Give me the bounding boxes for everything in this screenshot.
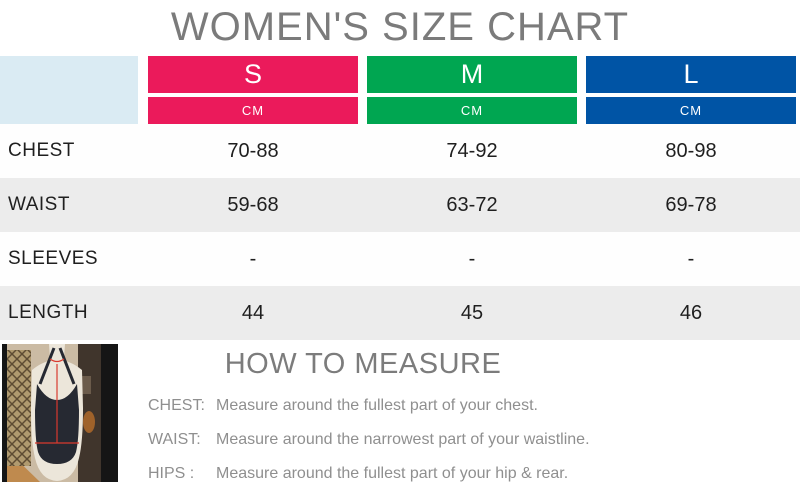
cell-value: -: [468, 247, 476, 270]
cell-value: 74-92: [446, 139, 498, 162]
unit-header-m: CM: [367, 97, 577, 124]
cell-value: 46: [679, 301, 703, 324]
table-row-waist: WAIST 59-68 63-72 69-78: [0, 178, 800, 232]
measure-label: HIPS :: [148, 465, 195, 482]
size-table: S CM M CM L CM CHEST 70-88 74-92 80-98 W…: [0, 56, 800, 340]
corner-cell: [0, 56, 138, 124]
measure-label: CHEST:: [148, 397, 205, 414]
measure-list: CHEST: Measure around the fullest part of…: [148, 389, 800, 482]
column-header-m: M CM: [367, 56, 577, 124]
row-label: SLEEVES: [8, 248, 99, 269]
size-header-m: M: [367, 56, 577, 93]
mannequin-measurement-photo: [2, 344, 118, 482]
cell-value: 59-68: [227, 193, 279, 216]
row-label: CHEST: [8, 140, 75, 161]
size-header-s: S: [148, 56, 358, 93]
measure-instructions: HOW TO MEASURE CHEST: Measure around the …: [118, 344, 800, 482]
size-header-l: L: [586, 56, 796, 93]
column-header-s: S CM: [148, 56, 358, 124]
measure-item-chest: CHEST: Measure around the fullest part of…: [148, 389, 800, 423]
column-header-l: L CM: [586, 56, 796, 124]
row-label: LENGTH: [8, 302, 89, 323]
table-row-chest: CHEST 70-88 74-92 80-98: [0, 124, 800, 178]
measure-item-hips: HIPS : Measure around the fullest part of…: [148, 457, 800, 482]
cell-value: 80-98: [665, 139, 717, 162]
row-label: WAIST: [8, 194, 70, 215]
unit-header-s: CM: [148, 97, 358, 124]
measure-text: Measure around the fullest part of your …: [216, 465, 569, 482]
how-to-measure-section: HOW TO MEASURE CHEST: Measure around the …: [0, 344, 800, 482]
mannequin-photo-graphic: [2, 344, 118, 482]
cell-value: 63-72: [446, 193, 498, 216]
cell-value: 70-88: [227, 139, 279, 162]
measure-label: WAIST:: [148, 431, 201, 448]
unit-header-l: CM: [586, 97, 796, 124]
page-title: WOMEN'S SIZE CHART: [170, 5, 630, 49]
size-table-header: S CM M CM L CM: [0, 56, 800, 124]
measure-text: Measure around the narrowest part of you…: [216, 431, 590, 448]
cell-value: 44: [241, 301, 265, 324]
how-to-measure-heading: HOW TO MEASURE: [224, 348, 502, 380]
measure-item-waist: WAIST: Measure around the narrowest part …: [148, 423, 800, 457]
measure-text: Measure around the fullest part of your …: [216, 397, 538, 414]
table-row-length: LENGTH 44 45 46: [0, 286, 800, 340]
cell-value: -: [249, 247, 257, 270]
table-row-sleeves: SLEEVES - - -: [0, 232, 800, 286]
cell-value: 69-78: [665, 193, 717, 216]
cell-value: -: [687, 247, 695, 270]
cell-value: 45: [460, 301, 484, 324]
